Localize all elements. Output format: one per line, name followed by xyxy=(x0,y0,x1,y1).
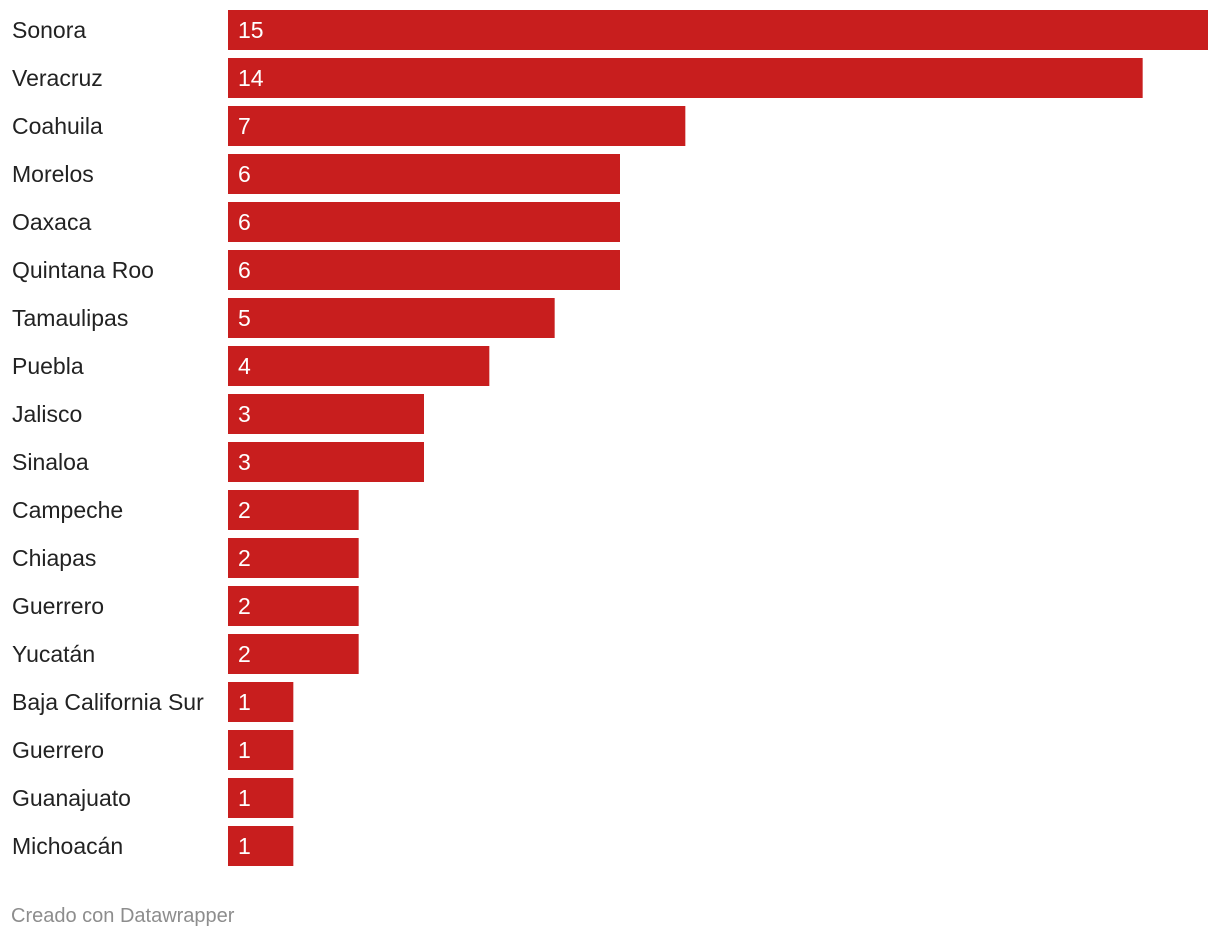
category-label: Baja California Sur xyxy=(12,689,204,715)
bar xyxy=(228,250,620,290)
bar-row: Jalisco 3 xyxy=(12,394,424,434)
bar-row: Veracruz 14 xyxy=(12,58,1143,98)
bar xyxy=(228,394,424,434)
category-label: Guanajuato xyxy=(12,785,131,811)
bar-row: Guerrero 2 xyxy=(12,586,359,626)
bar-row: Campeche 2 xyxy=(12,490,359,530)
bar-row: Sinaloa 3 xyxy=(12,442,424,482)
bar-row: Baja California Sur 1 xyxy=(12,682,294,722)
bar-row: Sonora 15 xyxy=(12,10,1208,50)
bar xyxy=(228,58,1143,98)
bar-row: Yucatán 2 xyxy=(12,634,359,674)
value-label: 2 xyxy=(238,641,251,667)
value-label: 1 xyxy=(238,737,251,763)
bar-row: Michoacán 1 xyxy=(12,826,294,866)
bar xyxy=(228,442,424,482)
value-label: 1 xyxy=(238,785,251,811)
category-label: Veracruz xyxy=(12,65,103,91)
bar xyxy=(228,634,359,674)
bar-row: Oaxaca 6 xyxy=(12,202,620,242)
value-label: 6 xyxy=(238,257,251,283)
category-label: Puebla xyxy=(12,353,84,379)
bar-row: Morelos 6 xyxy=(12,154,620,194)
value-label: 1 xyxy=(238,833,251,859)
value-label: 2 xyxy=(238,497,251,523)
category-label: Guerrero xyxy=(12,593,104,619)
value-label: 7 xyxy=(238,113,251,139)
category-label: Guerrero xyxy=(12,737,104,763)
bar-row: Guerrero 1 xyxy=(12,730,294,770)
category-label: Jalisco xyxy=(12,401,82,427)
bar xyxy=(228,778,294,818)
bar xyxy=(228,538,359,578)
value-label: 6 xyxy=(238,209,251,235)
bar-row: Chiapas 2 xyxy=(12,538,359,578)
bar xyxy=(228,490,359,530)
value-label: 15 xyxy=(238,17,264,43)
value-label: 14 xyxy=(238,65,264,91)
bar xyxy=(228,826,294,866)
value-label: 4 xyxy=(238,353,251,379)
category-label: Oaxaca xyxy=(12,209,91,235)
bar xyxy=(228,202,620,242)
category-label: Quintana Roo xyxy=(12,257,154,283)
bar xyxy=(228,730,294,770)
value-label: 5 xyxy=(238,305,251,331)
datawrapper-credit[interactable]: Creado con Datawrapper xyxy=(11,905,235,927)
bar xyxy=(228,586,359,626)
category-label: Sonora xyxy=(12,17,86,43)
bar xyxy=(228,346,490,386)
category-label: Michoacán xyxy=(12,833,123,859)
category-label: Morelos xyxy=(12,161,94,187)
value-label: 6 xyxy=(238,161,251,187)
bar xyxy=(228,106,686,146)
category-label: Sinaloa xyxy=(12,449,89,475)
value-label: 1 xyxy=(238,689,251,715)
bar-row: Coahuila 7 xyxy=(12,106,686,146)
bar xyxy=(228,10,1208,50)
category-label: Chiapas xyxy=(12,545,96,571)
bar xyxy=(228,682,294,722)
bar-row: Quintana Roo 6 xyxy=(12,250,620,290)
bar xyxy=(228,154,620,194)
bar xyxy=(228,298,555,338)
bar-row: Tamaulipas 5 xyxy=(12,298,555,338)
category-label: Yucatán xyxy=(12,641,95,667)
category-label: Coahuila xyxy=(12,113,103,139)
value-label: 3 xyxy=(238,401,251,427)
bar-row: Guanajuato 1 xyxy=(12,778,294,818)
bar-row: Puebla 4 xyxy=(12,346,490,386)
value-label: 2 xyxy=(238,545,251,571)
category-label: Tamaulipas xyxy=(12,305,128,331)
value-label: 3 xyxy=(238,449,251,475)
value-label: 2 xyxy=(238,593,251,619)
category-label: Campeche xyxy=(12,497,123,523)
